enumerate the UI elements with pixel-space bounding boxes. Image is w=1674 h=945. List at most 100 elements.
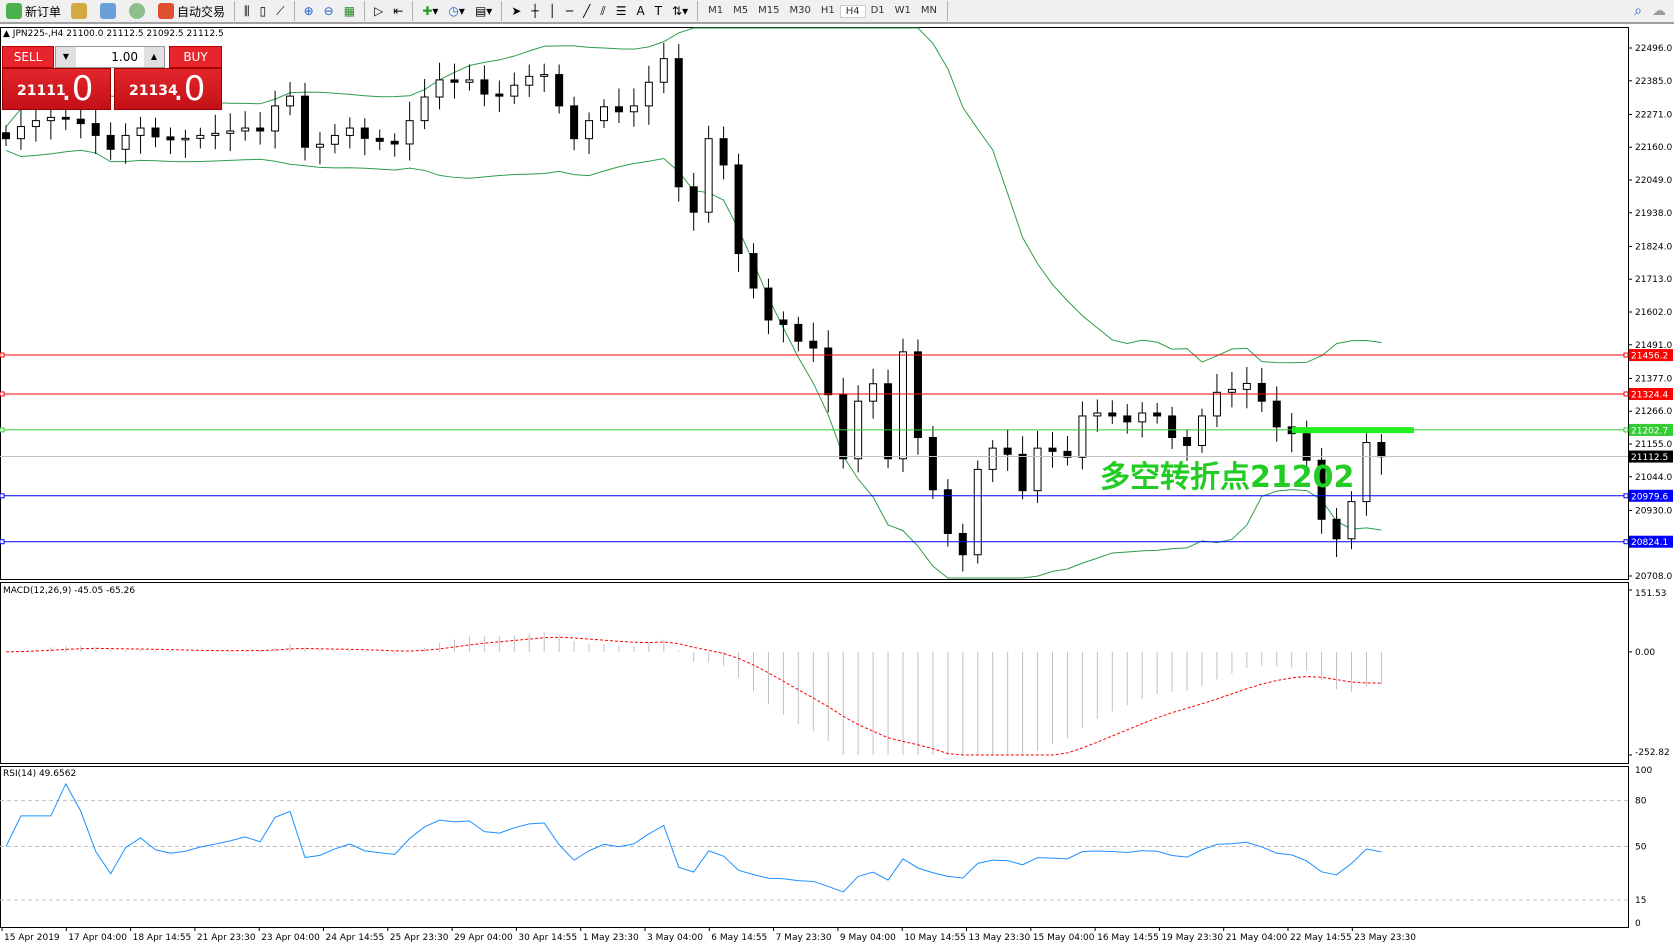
bar-chart-button[interactable]: ⫼ [244, 3, 250, 18]
autoscroll-button[interactable]: ▷ [374, 4, 384, 18]
price-axis-label: 21377.0 [1635, 374, 1672, 384]
level-price-tag [1629, 450, 1673, 463]
navigator-button[interactable] [67, 1, 94, 21]
sell-price[interactable]: 21111.0 [2, 68, 111, 110]
bear-candle [734, 164, 743, 255]
buy-price[interactable]: 21134.0 [114, 68, 222, 110]
bear-candle [166, 136, 175, 141]
fibonacci-tool[interactable]: ☰ [612, 1, 631, 21]
price-axis-label: 21713.0 [1635, 275, 1672, 285]
periods-button[interactable]: ◷ ▾ [448, 4, 465, 18]
terminal-button[interactable] [96, 1, 123, 21]
clock-icon: ◷ [448, 4, 459, 18]
bull-candle [1242, 382, 1251, 390]
bear-candle [943, 489, 952, 534]
bear-candle [1272, 400, 1281, 428]
indicators-button[interactable]: ✚ ▾ [422, 4, 439, 18]
candlestick-button[interactable]: ▯ [259, 4, 267, 18]
signals-button[interactable] [125, 1, 152, 21]
level-handle-right [1623, 493, 1629, 499]
rsi-line [5, 782, 1382, 893]
lot-size-input[interactable]: ▼ 1.00 ▲ [55, 46, 165, 68]
zoom-out-button[interactable]: ⊖ [320, 1, 338, 21]
chart-area[interactable]: 22496.0 22385.0 22271.0 22160.0 22049.0 21938… [0, 26, 1674, 945]
symbol-ohlc: JPN225-,H4 21100.0 21112.5 21092.5 21112… [12, 29, 224, 39]
chart-shift-button[interactable]: ⇤ [393, 4, 404, 18]
time-axis-label: 9 May 04:00 [840, 933, 896, 943]
bear-candle [106, 134, 115, 150]
time-axis-label: 15 May 04:00 [1033, 933, 1095, 943]
bull-candle [1033, 447, 1042, 492]
bear-candle [495, 93, 504, 97]
bear-candle [1063, 450, 1072, 458]
sell-button[interactable]: SELL [2, 46, 54, 68]
auto-trading-button[interactable]: 自动交易 [154, 1, 229, 21]
time-axis-label: 13 May 23:30 [969, 933, 1031, 943]
bear-candle [839, 394, 848, 460]
one-click-trading-panel: SELL ▼ 1.00 ▲ BUY 21111.0 21134.0 [2, 46, 222, 110]
lot-increase-button[interactable]: ▲ [144, 47, 164, 67]
timeframe-m1[interactable]: M1 [708, 4, 724, 16]
line-chart-button[interactable]: ⟋ [276, 3, 285, 18]
crosshair-tool[interactable]: ┼ [527, 1, 542, 21]
level-price-label: 20824.1 [1631, 538, 1668, 548]
text-label-tool[interactable]: T [651, 1, 666, 21]
bear-candle [614, 106, 623, 113]
bear-candle [749, 253, 758, 289]
channel-tool[interactable]: ⫽ [596, 1, 609, 21]
new-order-button[interactable]: 新订单 [2, 1, 65, 21]
timeframe-h4[interactable]: H4 [839, 4, 866, 18]
bull-candle [286, 95, 295, 107]
new-order-icon [6, 3, 22, 19]
buy-button[interactable]: BUY [169, 46, 222, 68]
template-icon: ▤ [474, 4, 487, 18]
bull-candle [659, 58, 668, 83]
bull-candle [600, 106, 608, 122]
price-axis-label: 22049.0 [1635, 176, 1672, 186]
lot-decrease-button[interactable]: ▼ [56, 47, 76, 67]
bull-candle [271, 105, 280, 132]
rsi-axis-label: 100 [1635, 766, 1652, 776]
timeframe-mn[interactable]: MN [920, 4, 938, 16]
time-axis-label: 24 Apr 14:55 [326, 933, 385, 943]
bear-candle [689, 186, 698, 213]
timeframe-h1[interactable]: H1 [820, 4, 835, 16]
templates-button[interactable]: ▤ ▾ [474, 4, 493, 18]
timeframe-w1[interactable]: W1 [894, 4, 911, 16]
horizontal-line-tool[interactable]: ─ [562, 1, 577, 21]
zoom-in-button[interactable]: ⊕ [300, 1, 318, 21]
price-axis-label: 20708.0 [1635, 572, 1672, 582]
arrows-tool[interactable]: ⇅ ▾ [672, 4, 689, 18]
bear-candle [1377, 442, 1386, 458]
timeframe-m15[interactable]: M15 [758, 4, 780, 16]
bear-candle [958, 532, 967, 556]
bull-candle [1227, 388, 1236, 393]
search-icon[interactable]: ⌕ [1634, 3, 1642, 19]
level-price-tag [1629, 387, 1673, 400]
bull-candle [345, 127, 354, 136]
trendline-tool[interactable]: ╱ [579, 1, 594, 21]
text-tool[interactable]: A [632, 1, 648, 21]
timeframe-d1[interactable]: D1 [870, 4, 885, 16]
timeframe-m30[interactable]: M30 [789, 4, 811, 16]
buy-price-fraction: .0 [173, 69, 206, 109]
main-panel-frame [0, 27, 1629, 580]
macd-signal-line [5, 636, 1382, 756]
bull-candle [315, 143, 324, 148]
price-axis-label: 21602.0 [1635, 308, 1672, 318]
bear-candle [480, 79, 489, 95]
vertical-line-tool[interactable]: │ [545, 1, 560, 21]
timeframe-m5[interactable]: M5 [733, 4, 749, 16]
community-icon[interactable]: ☁ [1652, 3, 1666, 19]
bear-candle [570, 105, 579, 140]
bear-candle [764, 287, 773, 321]
price-axis-label: 22496.0 [1635, 44, 1672, 54]
price-axis-label: 22160.0 [1635, 143, 1672, 153]
bear-candle [61, 116, 70, 120]
time-axis-label: 25 Apr 23:30 [390, 933, 449, 943]
time-axis-label: 15 Apr 2019 [4, 933, 60, 943]
level-price-label: 20979.6 [1631, 492, 1668, 502]
cursor-tool[interactable]: ➤ [507, 1, 525, 21]
bear-candle [1018, 453, 1027, 492]
tile-windows-button[interactable]: ▦ [340, 1, 359, 21]
